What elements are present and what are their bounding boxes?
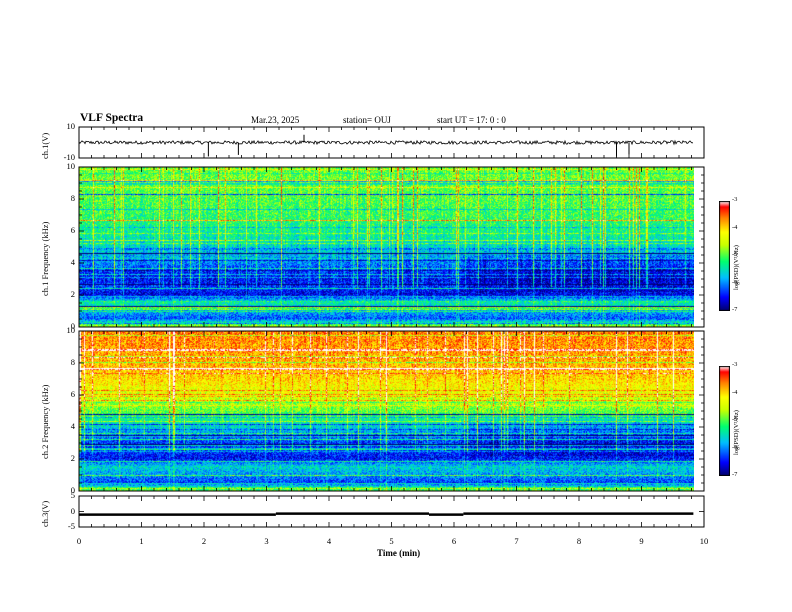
ch3-waveform-ylabel: ch.3(V) (40, 500, 50, 527)
x-tick-label: 1 (139, 536, 144, 546)
ch2-colorbar (719, 366, 730, 476)
y-tick-label: 0 (70, 505, 75, 516)
figure-title: VLF Spectra (80, 112, 144, 124)
y-tick-label: 8 (70, 357, 75, 367)
y-tick-label: 4 (70, 257, 75, 267)
y-tick-label: 6 (70, 225, 75, 235)
x-tick-label: 8 (576, 536, 582, 546)
y-tick-label: -5 (67, 521, 75, 531)
date-label: Mar.23, 2025 (251, 115, 300, 125)
colorbar-tick-label: -5 (732, 251, 738, 258)
y-tick-label: 8 (70, 193, 75, 203)
colorbar-tick-label: -7 (732, 471, 738, 478)
ch1-spectrogram-ylabel: ch.1 Frequency (kHz) (40, 221, 50, 296)
ch1-colorbar (719, 201, 730, 311)
x-tick-label: 5 (389, 536, 394, 546)
colorbar-tick-label: -5 (732, 416, 738, 423)
x-axis-title: Time (min) (377, 548, 421, 558)
y-tick-label: 2 (70, 453, 75, 463)
y-tick-label: 6 (70, 389, 75, 399)
x-tick-label: 2 (201, 536, 207, 546)
x-tick-label: 7 (514, 536, 519, 546)
y-tick-label: 5 (70, 490, 75, 500)
colorbar-tick-label: -6 (732, 278, 738, 286)
y-tick-label: 4 (70, 421, 75, 431)
x-tick-label: 9 (639, 536, 644, 546)
colorbar-tick-label: -6 (732, 443, 738, 451)
y-tick-label: 10 (66, 161, 76, 171)
y-tick-label: 0 (70, 485, 75, 495)
colorbar-tick-label: -3 (732, 361, 738, 368)
y-tick-label: 10 (66, 325, 76, 335)
ch1-waveform-trace (78, 139, 694, 146)
y-tick-label: 0 (70, 321, 75, 331)
ch2-spectrogram-image (79, 331, 694, 491)
x-tick-label: 10 (699, 536, 709, 546)
ch2-spectrogram-ylabel: ch.2 Frequency (kHz) (40, 384, 50, 459)
x-tick-label: 6 (451, 536, 457, 546)
colorbar-tick-label: -4 (732, 223, 738, 231)
y-tick-label: 10 (66, 121, 76, 131)
y-tick-label: 2 (70, 289, 75, 299)
start-time-label: start UT = 17: 0 : 0 (437, 115, 506, 125)
ch1-spectrogram-frame (78, 166, 705, 328)
colorbar-tick-label: -3 (732, 196, 738, 203)
ch1-waveform-ylabel: ch.1(V) (40, 132, 50, 159)
station-label: station= OUJ (343, 115, 391, 125)
x-tick-label: 4 (326, 536, 332, 546)
y-tick-label: -10 (63, 152, 75, 162)
ch1-spectrogram-image (79, 167, 694, 327)
colorbar-tick-label: -7 (732, 306, 738, 313)
colorbar-tick-label: -4 (732, 388, 738, 396)
ch2-spectrogram-frame (78, 330, 705, 492)
x-tick-label: 3 (264, 536, 269, 546)
x-tick-label: 0 (76, 536, 82, 546)
